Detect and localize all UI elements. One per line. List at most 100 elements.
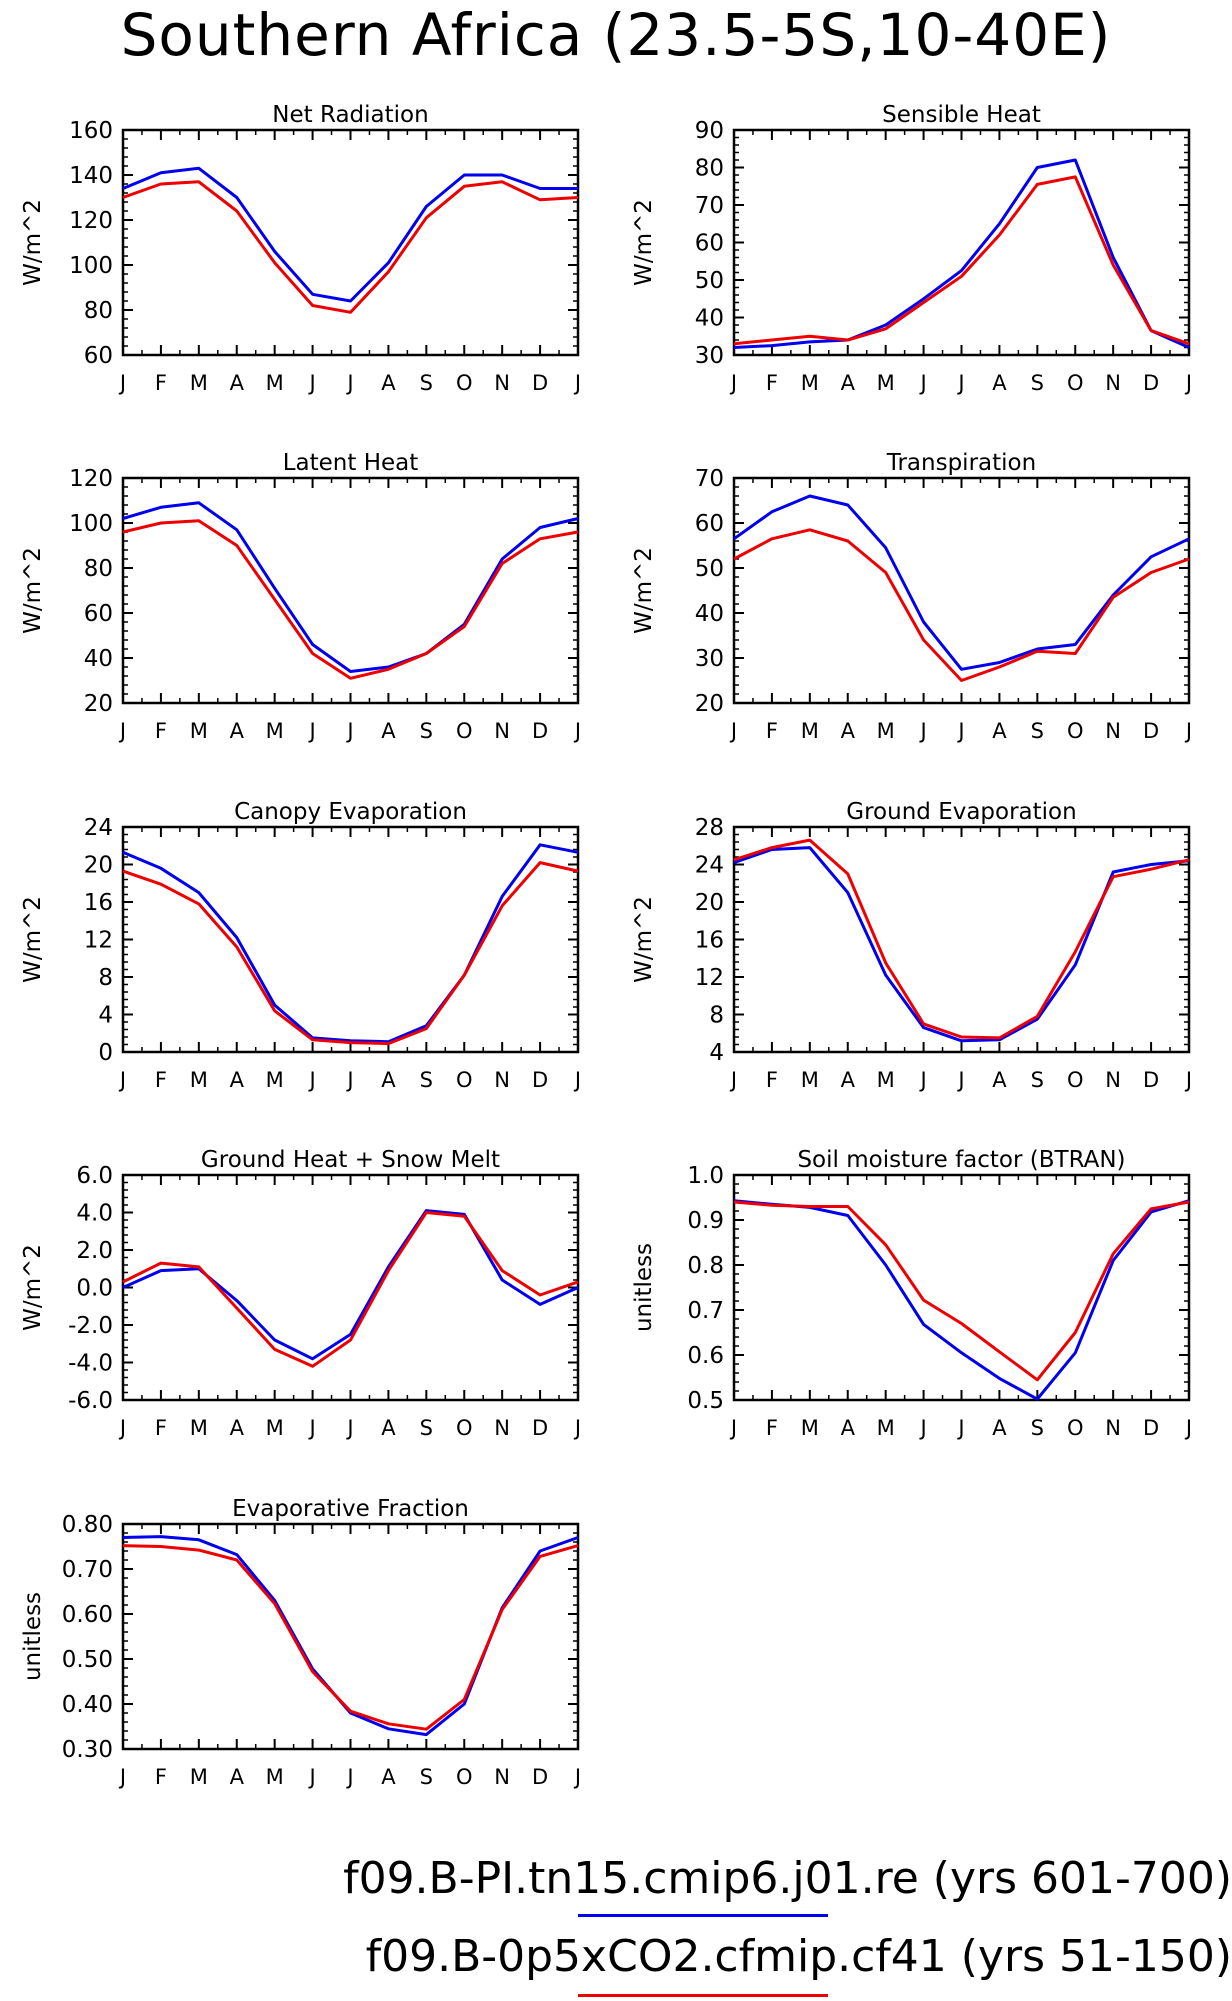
x-tick-label: D (532, 1068, 548, 1092)
y-tick-label: 60 (84, 601, 113, 627)
y-tick-label: 28 (695, 815, 724, 841)
chart-title: Sensible Heat (882, 102, 1041, 128)
x-tick-label: O (456, 719, 473, 743)
x-tick-label: N (494, 1765, 510, 1789)
x-tick-label: A (381, 1068, 396, 1092)
chart-panel: J F M A M J J A S O N D J0.300.400.500.600.700.80uni… (20, 1496, 581, 1789)
x-tick-label: J (573, 719, 581, 743)
x-tick-label: J (729, 719, 737, 743)
y-tick-label: 8 (98, 965, 113, 991)
x-tick-label: J (307, 1068, 315, 1092)
x-tick-label: S (1031, 719, 1044, 743)
x-tick-label: M (801, 1416, 819, 1440)
y-tick-label: 40 (695, 306, 724, 332)
y-tick-label: 8 (709, 1003, 724, 1029)
x-tick-label: A (841, 371, 856, 395)
y-tick-label: 4.0 (76, 1201, 113, 1227)
y-tick-label: 12 (84, 928, 113, 954)
x-tick-label: S (420, 1765, 433, 1789)
x-tick-label: O (1067, 1416, 1084, 1440)
chart-title: Latent Heat (283, 450, 419, 476)
x-tick-label: S (1031, 1068, 1044, 1092)
x-tick-label: N (1105, 719, 1121, 743)
y-tick-label: 0.50 (62, 1647, 113, 1673)
x-tick-label: A (381, 719, 396, 743)
x-tick-label: J (918, 371, 926, 395)
series-line-red (122, 519, 579, 680)
y-tick-label: 0.80 (62, 1512, 113, 1538)
x-tick-label: J (345, 1765, 353, 1789)
y-tick-label: 6.0 (76, 1163, 113, 1189)
y-tick-label: 60 (695, 511, 724, 537)
y-tick-label: 0.40 (62, 1692, 113, 1718)
x-tick-label: F (766, 719, 778, 743)
x-tick-label: F (766, 1416, 778, 1440)
x-tick-label: S (1031, 1416, 1044, 1440)
y-tick-label: 160 (69, 118, 113, 144)
x-tick-label: J (345, 1416, 353, 1440)
x-tick-label: S (420, 1068, 433, 1092)
y-tick-label: 20 (695, 890, 724, 916)
x-tick-label: M (266, 371, 284, 395)
x-tick-label: F (155, 719, 167, 743)
x-tick-label: N (1105, 371, 1121, 395)
y-tick-label: 70 (695, 466, 724, 492)
series-line-red (122, 1544, 579, 1731)
x-tick-label: F (155, 371, 167, 395)
series-line-blue (733, 846, 1190, 1043)
y-tick-label: 20 (84, 853, 113, 879)
series-line-blue (122, 1209, 579, 1361)
series-line-blue (122, 1535, 579, 1737)
plot-frame (121, 128, 580, 357)
y-axis-label: W/m^2 (20, 896, 46, 983)
x-tick-label: J (345, 1068, 353, 1092)
series-line-red (733, 175, 1190, 346)
y-tick-label: 4 (709, 1040, 724, 1066)
x-tick-label: O (456, 1068, 473, 1092)
x-tick-label: N (494, 1416, 510, 1440)
x-tick-label: A (381, 371, 396, 395)
chart-title: Ground Heat + Snow Melt (201, 1147, 500, 1173)
y-tick-label: 140 (69, 163, 113, 189)
y-tick-label: 80 (695, 156, 724, 182)
chart-panel: J F M A M J J A S O N D J0.50.60.70.80.91.0unitlessS… (631, 1147, 1192, 1440)
chart-title: Soil moisture factor (BTRAN) (797, 1147, 1125, 1173)
page-title: Southern Africa (23.5-5S,10-40E) (120, 1, 1112, 69)
x-tick-label: A (992, 1068, 1007, 1092)
x-tick-label: A (381, 1765, 396, 1789)
y-tick-label: 24 (695, 853, 724, 879)
plot-frame (732, 128, 1191, 357)
x-tick-label: J (1184, 371, 1192, 395)
y-tick-label: 40 (84, 646, 113, 672)
x-tick-label: D (1143, 371, 1159, 395)
x-tick-label: D (532, 1765, 548, 1789)
x-tick-label: M (190, 1765, 208, 1789)
series-line-red (733, 838, 1190, 1040)
x-tick-label: J (956, 719, 964, 743)
y-tick-label: 4 (98, 1003, 113, 1029)
y-tick-label: 100 (69, 511, 113, 537)
x-tick-label: J (573, 371, 581, 395)
x-tick-label: J (307, 719, 315, 743)
x-tick-label: J (118, 719, 126, 743)
x-tick-label: A (992, 719, 1007, 743)
x-tick-label: J (345, 371, 353, 395)
y-tick-label: -6.0 (68, 1388, 113, 1414)
chart-title: Canopy Evaporation (234, 799, 467, 825)
x-tick-label: A (841, 1068, 856, 1092)
y-axis-label: W/m^2 (631, 199, 657, 286)
x-tick-label: D (532, 719, 548, 743)
chart-title: Transpiration (886, 450, 1036, 476)
y-tick-label: 0.60 (62, 1602, 113, 1628)
x-tick-label: D (1143, 719, 1159, 743)
y-axis-label: W/m^2 (20, 547, 46, 634)
x-tick-label: S (420, 1416, 433, 1440)
y-tick-label: 60 (695, 231, 724, 257)
y-tick-label: 0 (98, 1040, 113, 1066)
x-tick-label: M (801, 1068, 819, 1092)
x-tick-label: A (841, 1416, 856, 1440)
x-tick-label: S (1031, 371, 1044, 395)
y-tick-label: 0.0 (76, 1276, 113, 1302)
y-tick-label: 30 (695, 646, 724, 672)
